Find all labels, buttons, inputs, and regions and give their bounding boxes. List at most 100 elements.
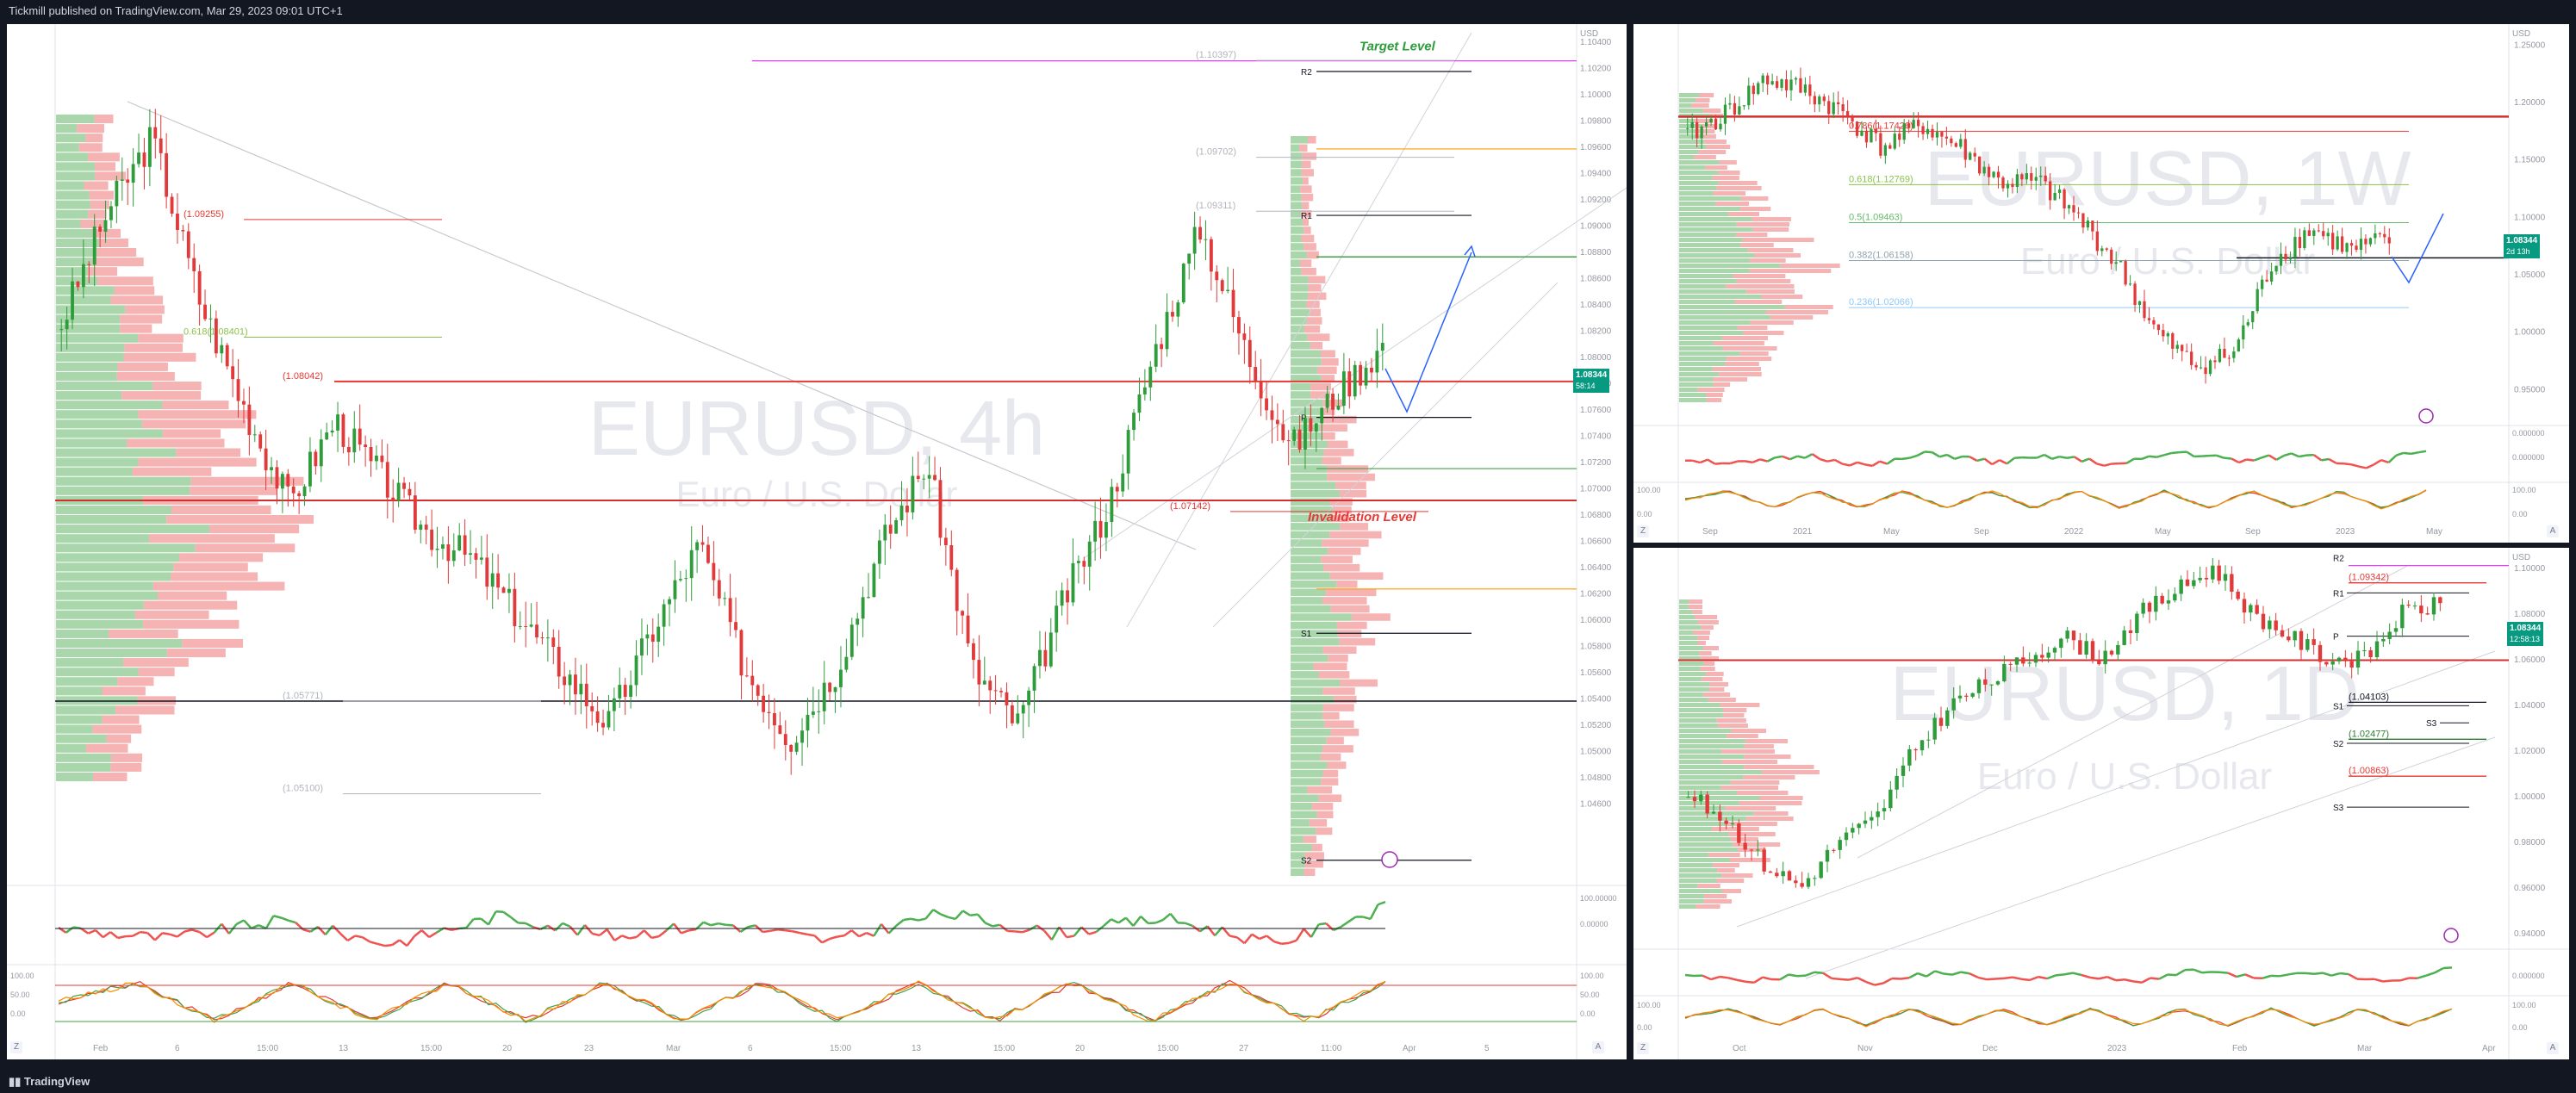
rsi-line-segment <box>1236 936 1246 945</box>
volume-profile-buy <box>56 134 86 143</box>
volume-profile-1w-sell <box>1706 145 1731 149</box>
volume-profile-1w-buy <box>1679 326 1738 330</box>
price-1d-candle <box>2109 650 2114 655</box>
rsi-line-1w-segment <box>2171 450 2180 455</box>
price-1d-candle <box>2236 591 2240 599</box>
volume-profile-1w-sell <box>1728 212 1759 216</box>
price-1d-candle <box>1737 823 1741 843</box>
price-1w-candle <box>1799 78 1802 93</box>
price-4h-candle <box>1304 418 1307 450</box>
rsi-line-segment <box>681 929 689 935</box>
rsi-line-segment <box>792 930 800 935</box>
price-4h-candle <box>1082 561 1086 567</box>
fib-level-label: 0.5(1.09463) <box>1849 212 1902 222</box>
price-4h-candle <box>1165 312 1169 350</box>
volume-profile-1d-sell <box>1744 765 1814 769</box>
session-profile-sell <box>1308 284 1322 292</box>
price-1d-candle <box>2274 620 2278 630</box>
zoom-z-button-1d[interactable]: Z <box>1637 1042 1649 1054</box>
price-tick-label: 1.09200 <box>1580 196 1612 205</box>
rsi-line-segment <box>629 935 638 940</box>
session-profile-buy <box>1291 284 1309 292</box>
rsi-line-1d-segment <box>2089 976 2100 980</box>
session-profile-buy <box>1291 761 1328 769</box>
rsi-tick-label: 100.00000 <box>1580 894 1617 903</box>
rsi-line-1d-segment <box>2348 972 2358 980</box>
price-4h-candle <box>579 683 583 695</box>
stoch-tick-label-left: 0.00 <box>10 1009 26 1018</box>
session-profile-buy <box>1291 671 1319 679</box>
rsi-line-1w-segment <box>2321 457 2330 462</box>
rsi-line-segment <box>1325 922 1335 931</box>
session-profile-sell <box>1310 341 1323 350</box>
price-4h-candle <box>1027 690 1031 705</box>
volume-profile-buy <box>56 753 111 762</box>
session-profile-sell <box>1333 506 1352 514</box>
rsi-line-1d-segment <box>1943 972 1953 976</box>
rsi-line-1w-segment <box>2125 457 2135 464</box>
price-1w-candle <box>2355 245 2358 251</box>
chart-panel-4h[interactable]: EURUSD, 4h Euro / U.S. Dollar 1.10400 1.102… <box>7 24 1627 1059</box>
last-price-tag-1d: 1.08344 12:58:13 <box>2507 622 2544 646</box>
rsi-line-1w-segment <box>2328 457 2337 464</box>
volume-profile-1d-sell <box>1708 698 1736 702</box>
session-profile-buy <box>1291 679 1341 687</box>
price-4h-candle <box>1154 344 1158 367</box>
price-4h-candle <box>982 680 986 685</box>
price-1w-candle <box>1818 96 1821 105</box>
volume-profile-buy <box>56 401 163 410</box>
chart-panel-1w[interactable]: EURUSD, 1W Euro / U.S. Dollar USD 1.25000 1.… <box>1633 24 2569 543</box>
volume-profile-1d-sell <box>1729 858 1770 862</box>
volume-profile-1d-buy <box>1679 837 1731 841</box>
price-4h-candle <box>1364 367 1368 386</box>
price-1d-candle <box>2280 630 2285 637</box>
rsi-line-1w-segment <box>2216 454 2224 459</box>
volume-profile-sell <box>114 286 155 295</box>
session-profile-sell <box>1322 597 1367 605</box>
session-profile-sell <box>1322 711 1340 720</box>
volume-profile-1w-buy <box>1679 305 1785 309</box>
price-1w-candle <box>2076 212 2081 214</box>
volume-profile-sell <box>91 258 144 267</box>
chart-panel-1d[interactable]: EURUSD, 1D Euro / U.S. Dollar USD 1.10000 1.… <box>1633 548 2569 1059</box>
volume-profile-sell <box>190 476 304 486</box>
zoom-z-button[interactable]: Z <box>10 1041 22 1053</box>
volume-profile-sell <box>92 228 121 238</box>
price-4h-candle <box>1098 520 1103 538</box>
channel-line <box>1857 564 2410 859</box>
volume-profile-1w-buy <box>1679 160 1720 165</box>
volume-profile-1d-buy <box>1679 780 1732 785</box>
zoom-z-button-1w[interactable]: Z <box>1637 525 1649 537</box>
price-4h-candle <box>485 557 489 587</box>
volume-profile-1w-sell <box>1780 264 1840 268</box>
price-4h-candle <box>1132 413 1136 431</box>
price-4h-candle <box>728 598 732 623</box>
price-4h-candle <box>474 553 478 560</box>
volume-profile-1d-buy <box>1679 765 1745 769</box>
price-4h-candle <box>1038 649 1042 667</box>
price-1w-candle <box>2387 237 2391 244</box>
session-profile-buy <box>1291 630 1338 637</box>
price-1w-candle <box>1855 121 1859 136</box>
auto-scale-button-1w[interactable]: A <box>2547 525 2559 537</box>
rsi-line-segment <box>562 922 571 928</box>
tradingview-logo-icon[interactable]: ▮▮ TradingView <box>9 1075 90 1088</box>
volume-profile-1w-sell <box>1713 191 1746 196</box>
rsi-line-segment <box>480 917 489 926</box>
rsi-line-segment <box>198 930 208 939</box>
volume-profile-sell <box>171 572 258 581</box>
auto-scale-button[interactable]: A <box>1592 1041 1604 1053</box>
price-4h-candle <box>595 711 600 723</box>
rsi-line-segment <box>813 935 824 944</box>
rsi-line-segment <box>1185 922 1193 928</box>
session-profile-sell <box>1329 531 1382 539</box>
volume-profile-buy <box>56 429 163 438</box>
price-1w-candle <box>2317 230 2320 232</box>
auto-scale-button-1d[interactable]: A <box>2547 1042 2559 1054</box>
rsi-line-1w-segment <box>1775 455 1783 459</box>
rsi-line-1d-segment <box>1977 976 1988 981</box>
price-1d-candle <box>1787 871 1792 881</box>
